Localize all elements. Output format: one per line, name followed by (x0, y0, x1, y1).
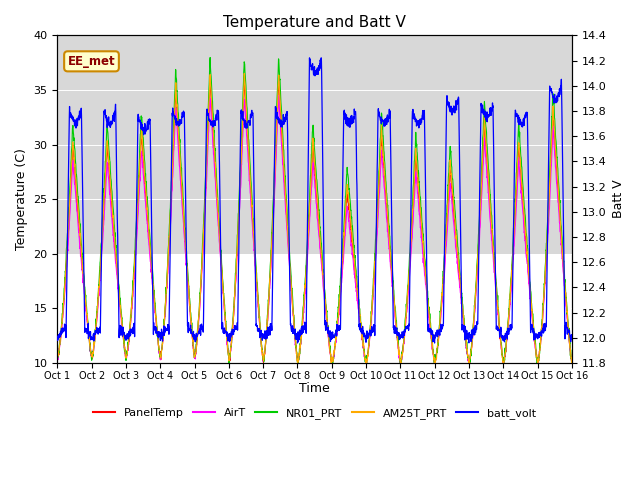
Y-axis label: Temperature (C): Temperature (C) (15, 148, 28, 250)
Title: Temperature and Batt V: Temperature and Batt V (223, 15, 406, 30)
Bar (58, 36, 572, 254)
Legend: PanelTemp, AirT, NR01_PRT, AM25T_PRT, batt_volt: PanelTemp, AirT, NR01_PRT, AM25T_PRT, ba… (89, 403, 540, 423)
Y-axis label: Batt V: Batt V (612, 180, 625, 218)
X-axis label: Time: Time (300, 382, 330, 395)
Text: EE_met: EE_met (68, 55, 115, 68)
